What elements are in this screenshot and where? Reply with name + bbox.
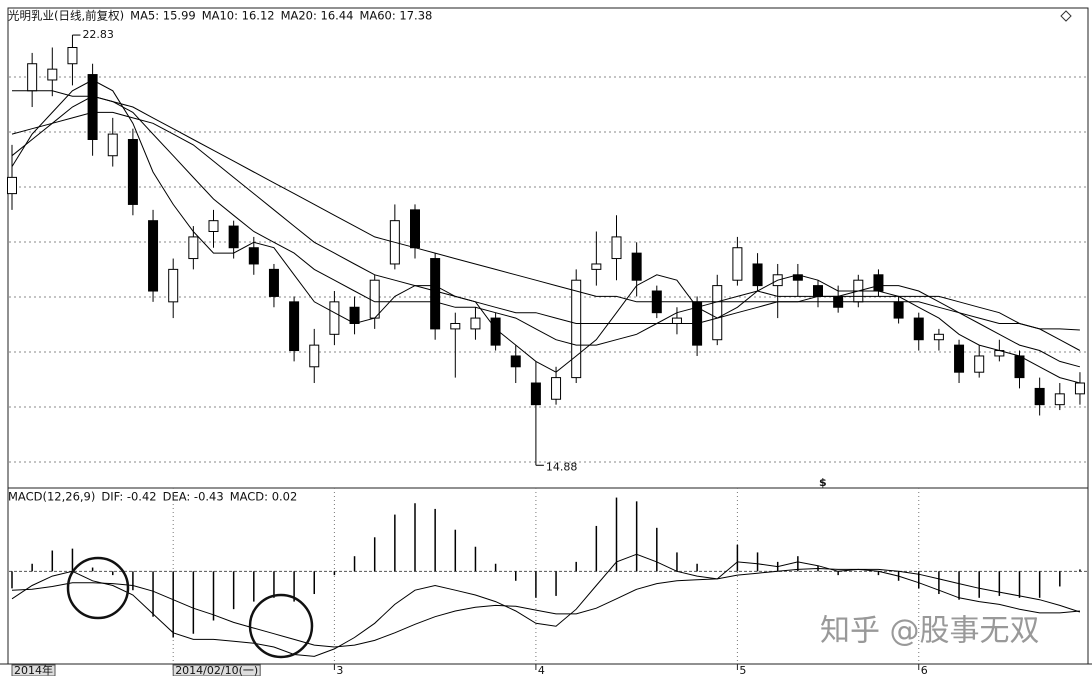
legend-label: DIF: -0.42 bbox=[101, 490, 156, 504]
candle-body bbox=[1014, 355, 1025, 379]
candle-body bbox=[248, 247, 259, 265]
candle-body bbox=[349, 306, 360, 324]
ma-line bbox=[12, 90, 1080, 331]
candle-body bbox=[470, 317, 481, 330]
candle-body bbox=[430, 258, 441, 330]
x-tick-label: 3 bbox=[336, 664, 343, 676]
candle-body bbox=[974, 355, 985, 373]
legend-label: MACD: 0.02 bbox=[230, 490, 298, 504]
candle-body bbox=[611, 236, 622, 260]
macd-line bbox=[11, 553, 1080, 657]
high-label: 22.83 bbox=[82, 28, 114, 41]
watermark: 知乎 @股事无双 bbox=[820, 614, 1040, 649]
x-tick-label: 5 bbox=[739, 664, 746, 676]
legend-label: MA10: 16.12 bbox=[202, 9, 275, 23]
legend-label: MA60: 17.38 bbox=[359, 9, 432, 23]
candle-body bbox=[490, 317, 501, 346]
ma-line bbox=[11, 79, 1081, 384]
candle-body bbox=[1054, 393, 1065, 406]
candle-body bbox=[591, 263, 602, 270]
candle-body bbox=[631, 252, 642, 281]
low-label: 14.88 bbox=[546, 460, 578, 473]
panel-title: MACD(12,26,9) bbox=[8, 490, 95, 504]
legend-label: MA20: 16.44 bbox=[281, 9, 354, 23]
candle-body bbox=[27, 63, 38, 92]
candle-body bbox=[712, 285, 723, 341]
highlight-circle bbox=[248, 593, 314, 659]
candle-body bbox=[551, 377, 562, 400]
label-box bbox=[11, 664, 56, 676]
candle-body bbox=[893, 301, 904, 319]
candle-body bbox=[530, 382, 541, 406]
legend-label: DEA: -0.43 bbox=[163, 490, 224, 504]
candle-body bbox=[67, 47, 78, 65]
corner-icon bbox=[1060, 10, 1072, 22]
candle-body bbox=[127, 138, 138, 205]
candle-body bbox=[954, 344, 965, 373]
candle-body bbox=[732, 247, 743, 281]
marker: $ bbox=[819, 476, 827, 489]
ma-line bbox=[11, 95, 1081, 368]
candle-body bbox=[1034, 387, 1045, 406]
candle-body bbox=[671, 317, 682, 324]
ma-line bbox=[11, 111, 1081, 351]
candle-body bbox=[1074, 382, 1085, 395]
candle-body bbox=[148, 220, 159, 292]
candle-body bbox=[933, 333, 944, 341]
x-tick-label: 4 bbox=[538, 664, 545, 676]
candle-body bbox=[752, 263, 763, 287]
layer: 光明乳业(日线,前复权) MA5: 15.99 MA10: 16.12 MA20: 1… bbox=[7, 9, 1087, 676]
candle-body bbox=[510, 355, 521, 368]
candle-body bbox=[309, 344, 320, 368]
candle-body bbox=[268, 268, 279, 297]
candle-body bbox=[87, 74, 98, 140]
candle-body bbox=[7, 176, 17, 195]
candle-body bbox=[369, 279, 380, 319]
legend-label: MA5: 15.99 bbox=[130, 9, 196, 23]
price-panel bbox=[7, 7, 1089, 489]
candle-body bbox=[571, 279, 582, 379]
candle-body bbox=[289, 301, 300, 352]
x-tick-label: 2014/02/10(一) bbox=[175, 664, 258, 676]
highlight-circle bbox=[66, 556, 130, 620]
candle-body bbox=[813, 285, 823, 297]
candle-body bbox=[450, 322, 461, 330]
candle-body bbox=[228, 225, 239, 249]
label-box bbox=[172, 664, 261, 676]
candle-body bbox=[168, 268, 179, 303]
candle-body bbox=[107, 133, 118, 157]
macd-line bbox=[11, 567, 1081, 648]
candle-body bbox=[873, 274, 884, 292]
x-tick-label: 6 bbox=[921, 664, 928, 676]
candle-body bbox=[913, 317, 924, 341]
panel-title: 光明乳业(日线,前复权) bbox=[8, 9, 124, 23]
candle-body bbox=[47, 68, 58, 81]
candle-body bbox=[329, 301, 340, 335]
candle-body bbox=[208, 220, 219, 232]
candle-body bbox=[188, 236, 199, 260]
candle-body bbox=[410, 209, 420, 249]
x-tick-label: 2014年 bbox=[14, 663, 53, 676]
